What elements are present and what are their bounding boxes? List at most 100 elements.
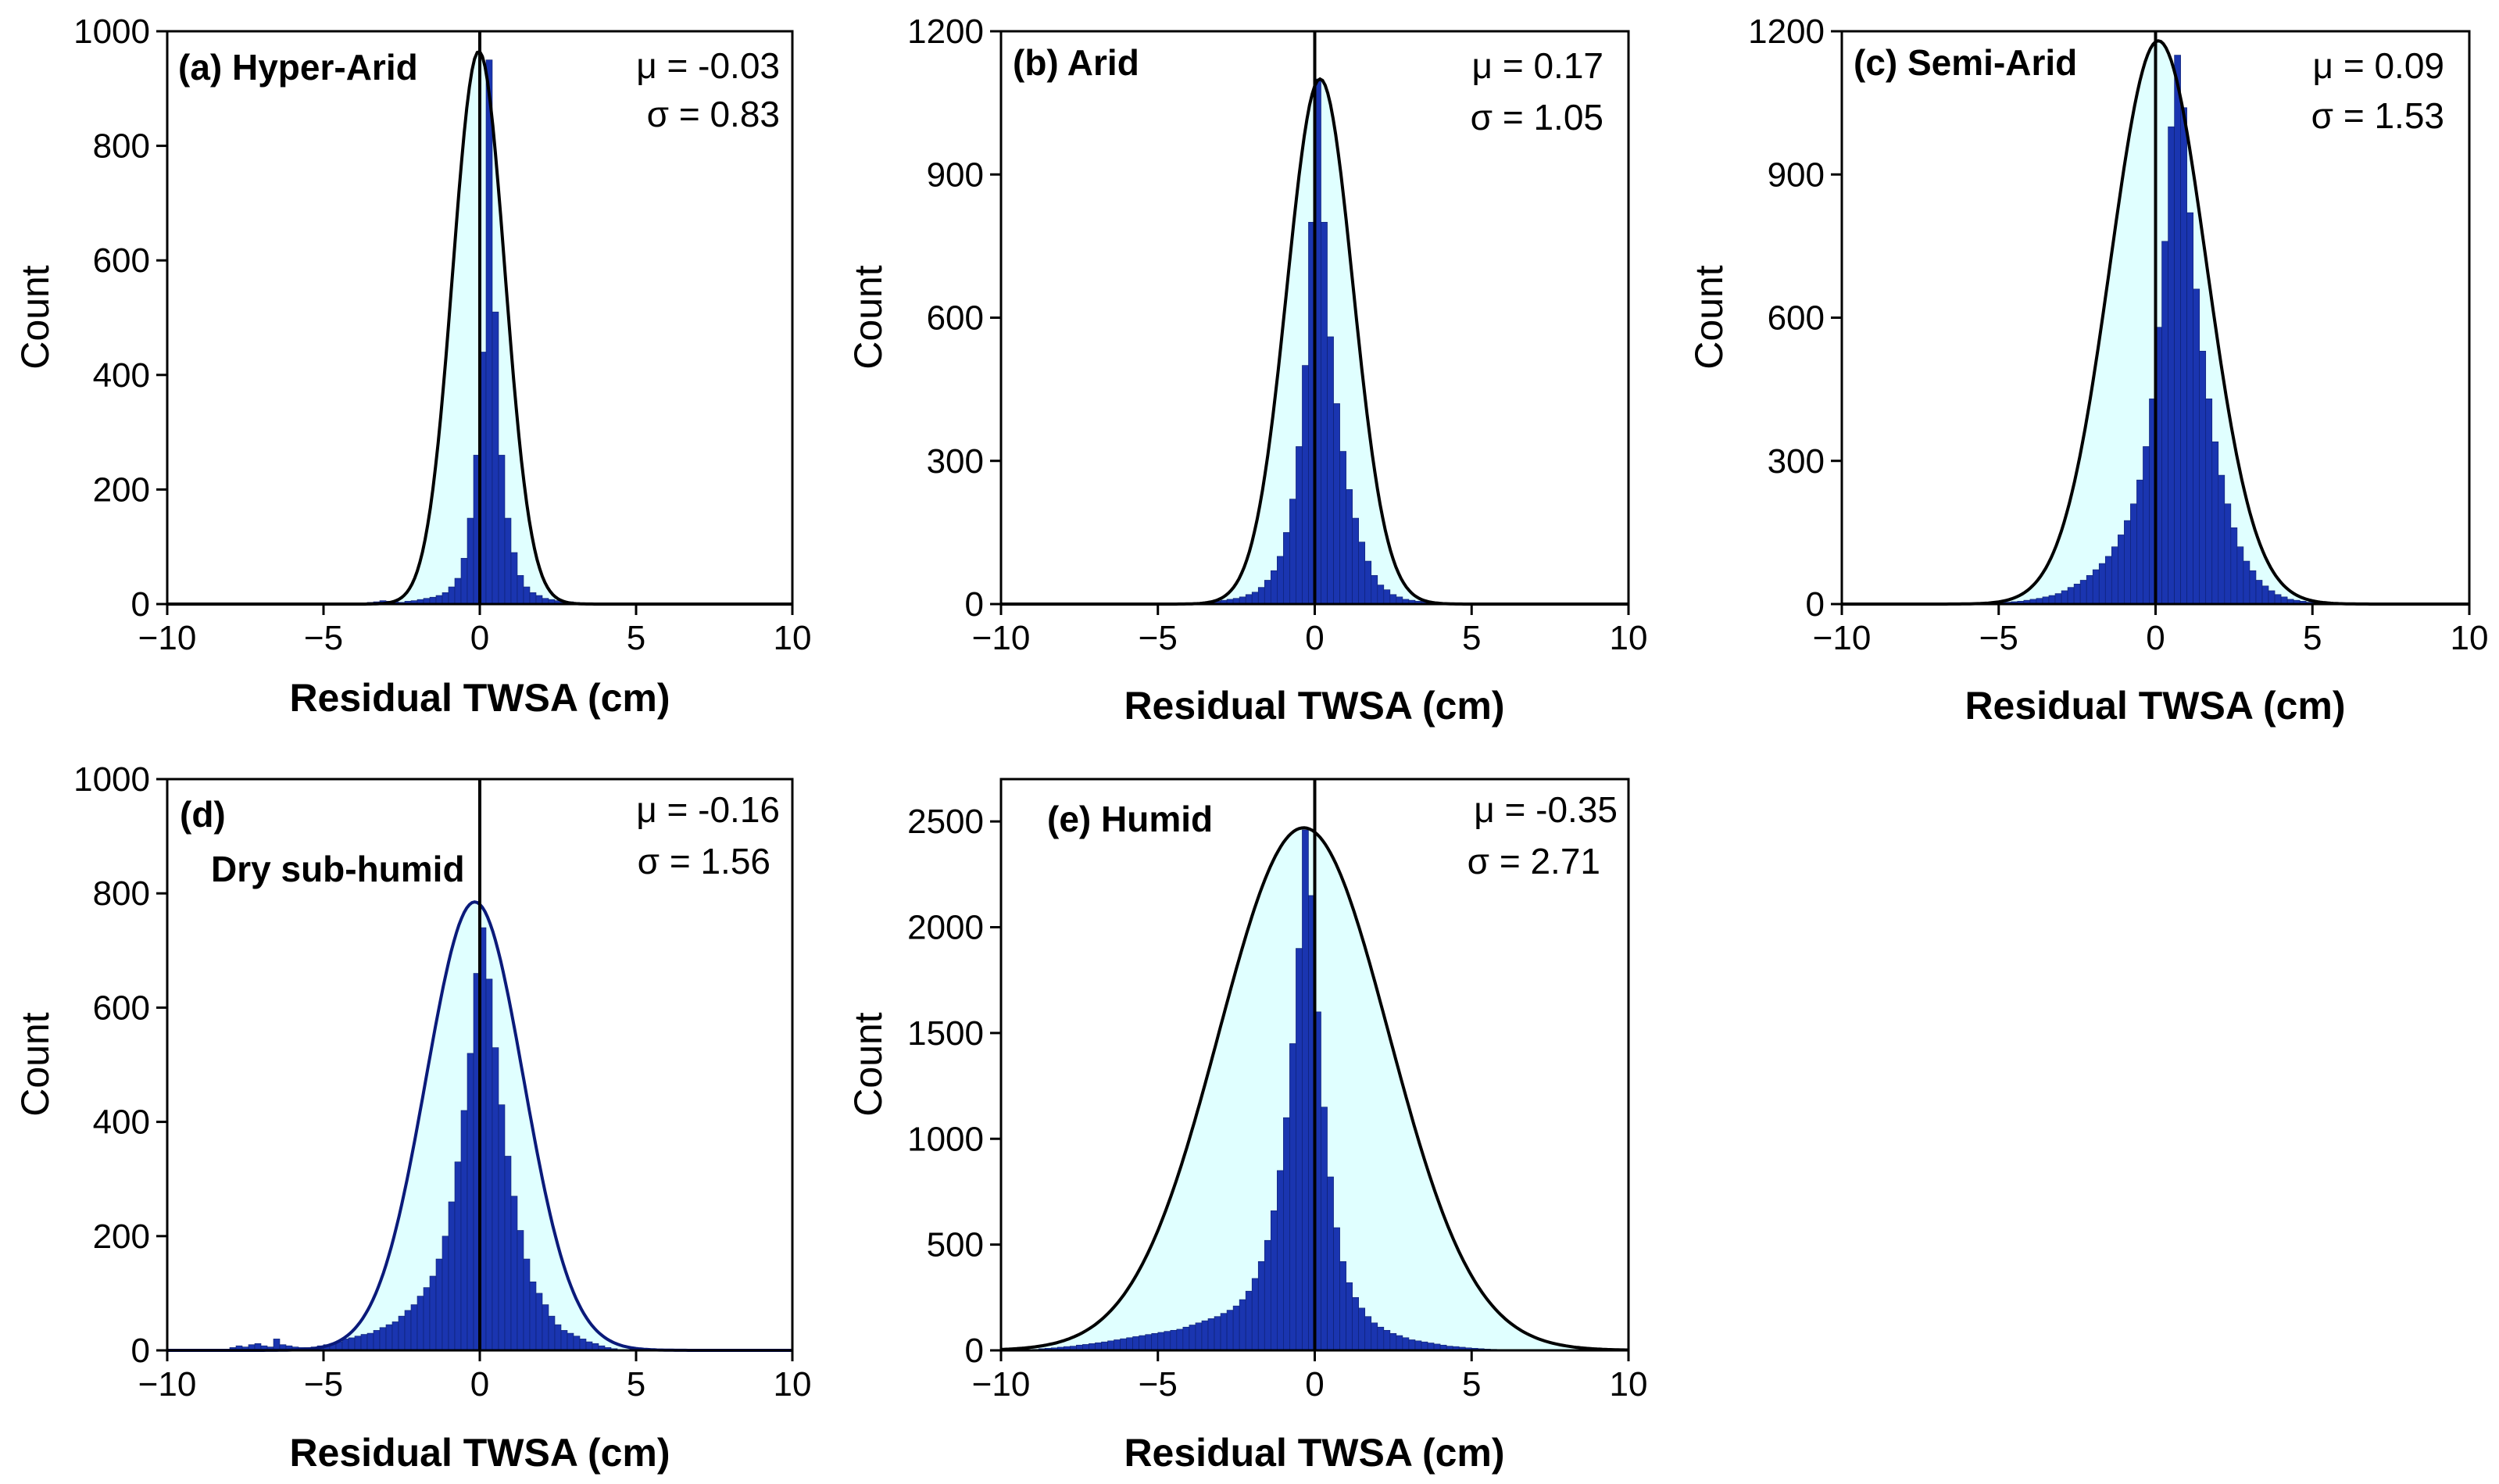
hist-bar-c — [2180, 107, 2187, 605]
panel-c: −10 −5 0 5 10 0 300 600 900 1200 (c) Semi-Arid μ … — [1687, 13, 2488, 728]
hist-bar-a — [523, 586, 531, 605]
hist-bar-d — [460, 1110, 468, 1351]
hist-bar-e — [1251, 1278, 1259, 1351]
hist-bar-e — [1245, 1290, 1253, 1351]
hist-bar-e — [1145, 1334, 1153, 1351]
x-tick-label-b: 10 — [1610, 619, 1648, 657]
x-tick-label-b: 0 — [1305, 619, 1324, 657]
hist-bar-e — [1176, 1328, 1184, 1351]
plot-area-c: −10 −5 0 5 10 0 300 600 900 1200 — [1748, 13, 2488, 657]
hist-bar-d — [435, 1258, 443, 1351]
hist-bar-b — [1358, 542, 1366, 605]
hist-bar-d — [354, 1336, 362, 1351]
y-tick-label-e: 1500 — [907, 1014, 984, 1053]
hist-bar-e — [1321, 1107, 1328, 1351]
hist-bar-c — [2249, 570, 2257, 605]
hist-bar-c — [2174, 55, 2181, 605]
hist-bar-d — [492, 1047, 499, 1351]
hist-bar-e — [1302, 829, 1309, 1351]
hist-bar-d — [385, 1324, 393, 1351]
hist-bar-a — [460, 558, 468, 605]
hist-bar-c — [2230, 527, 2238, 605]
y-tick-label-d: 600 — [93, 989, 150, 1027]
hist-bar-b — [1389, 594, 1397, 605]
y-tick-label-e: 0 — [965, 1332, 984, 1370]
panel-label-d-line2: Dry sub-humid — [211, 849, 465, 889]
y-tick-label-a: 0 — [131, 585, 150, 624]
hist-bar-d — [529, 1281, 537, 1351]
hist-bar-d — [417, 1296, 424, 1351]
hist-bar-e — [1339, 1261, 1346, 1351]
hist-bar-e — [1277, 1170, 1284, 1351]
x-tick-label-b: −10 — [972, 619, 1031, 657]
hist-bar-b — [1277, 556, 1284, 605]
hist-bar-e — [1220, 1313, 1228, 1351]
x-axis-label-c: Residual TWSA (cm) — [1965, 684, 2345, 728]
hist-bar-e — [1170, 1329, 1178, 1351]
y-axis-label-e: Count — [846, 1012, 890, 1117]
hist-bar-b — [1383, 589, 1391, 605]
hist-bar-a — [448, 586, 456, 605]
panel-label-b: (b) Arid — [1013, 42, 1139, 83]
hist-bar-c — [2218, 474, 2226, 605]
plot-area-d: −10 −5 0 5 10 0 200 400 600 800 1000 — [73, 760, 811, 1404]
panel-a: −10 −5 0 5 10 0 200 400 600 800 1000 (a) Hyper-Ari… — [13, 13, 811, 720]
hist-bar-d — [579, 1339, 587, 1351]
y-tick-label-e: 1000 — [907, 1120, 984, 1158]
hist-bar-d — [410, 1304, 418, 1351]
hist-bar-a — [485, 59, 493, 605]
hist-bar-b — [1377, 585, 1385, 605]
hist-bar-c — [2098, 563, 2106, 605]
hist-bar-b — [1270, 570, 1278, 605]
hist-bar-b — [1327, 336, 1334, 605]
y-axis-label-a: Count — [13, 265, 57, 370]
hist-bar-e — [1371, 1322, 1378, 1351]
hist-bar-d — [379, 1327, 387, 1351]
hist-bar-c — [2111, 546, 2118, 605]
y-tick-label-e: 500 — [927, 1226, 984, 1264]
x-axis-label-b: Residual TWSA (cm) — [1124, 684, 1504, 728]
y-tick-label-d: 0 — [131, 1332, 150, 1370]
hist-bar-a — [467, 517, 474, 605]
hist-bar-c — [2073, 584, 2081, 605]
plot-area-b: −10 −5 0 5 10 0 300 600 900 1200 — [907, 13, 1647, 657]
hist-bar-a — [504, 517, 512, 605]
hist-bar-a — [435, 595, 443, 605]
x-tick-label-a: −5 — [304, 619, 343, 657]
hist-bar-e — [1408, 1339, 1416, 1351]
hist-bar-e — [1377, 1326, 1385, 1351]
x-axis-label-a: Residual TWSA (cm) — [289, 676, 670, 720]
hist-bar-e — [1120, 1338, 1127, 1351]
x-tick-label-a: −10 — [138, 619, 197, 657]
x-tick-label-c: −10 — [1813, 619, 1872, 657]
hist-bar-e — [1157, 1332, 1165, 1351]
y-tick-label-b: 1200 — [907, 13, 984, 51]
panel-label-d-line1: (d) — [180, 794, 226, 835]
y-tick-label-b: 900 — [927, 156, 984, 194]
y-tick-label-a: 400 — [93, 356, 150, 395]
panel-d: −10 −5 0 5 10 0 200 400 600 800 1000 (d) Dry sub-h… — [13, 760, 811, 1475]
panel-label-a: (a) Hyper-Arid — [178, 47, 418, 88]
hist-bar-c — [2199, 350, 2207, 605]
hist-bar-a — [498, 455, 506, 605]
hist-bar-c — [2243, 560, 2251, 605]
y-axis-label-c: Count — [1687, 265, 1731, 370]
hist-bar-b — [1283, 532, 1290, 605]
hist-bar-c — [2143, 446, 2150, 605]
x-tick-label-e: 0 — [1305, 1365, 1324, 1404]
hist-bar-c — [2274, 594, 2282, 605]
hist-bar-d — [542, 1304, 549, 1351]
hist-bar-d — [404, 1310, 412, 1351]
hist-bar-d — [467, 1053, 474, 1351]
sigma-text-a: σ = 0.83 — [647, 94, 780, 134]
hist-bar-d — [535, 1293, 543, 1351]
hist-bar-a — [535, 595, 543, 605]
y-tick-label-d: 800 — [93, 874, 150, 913]
hist-bar-c — [2205, 399, 2213, 605]
mu-text-d: μ = -0.16 — [636, 789, 780, 830]
hist-bar-e — [1195, 1322, 1203, 1351]
hist-bar-d — [554, 1324, 562, 1351]
hist-bar-e — [1101, 1341, 1108, 1351]
hist-bar-e — [1107, 1340, 1114, 1351]
hist-bar-b — [1245, 594, 1253, 605]
